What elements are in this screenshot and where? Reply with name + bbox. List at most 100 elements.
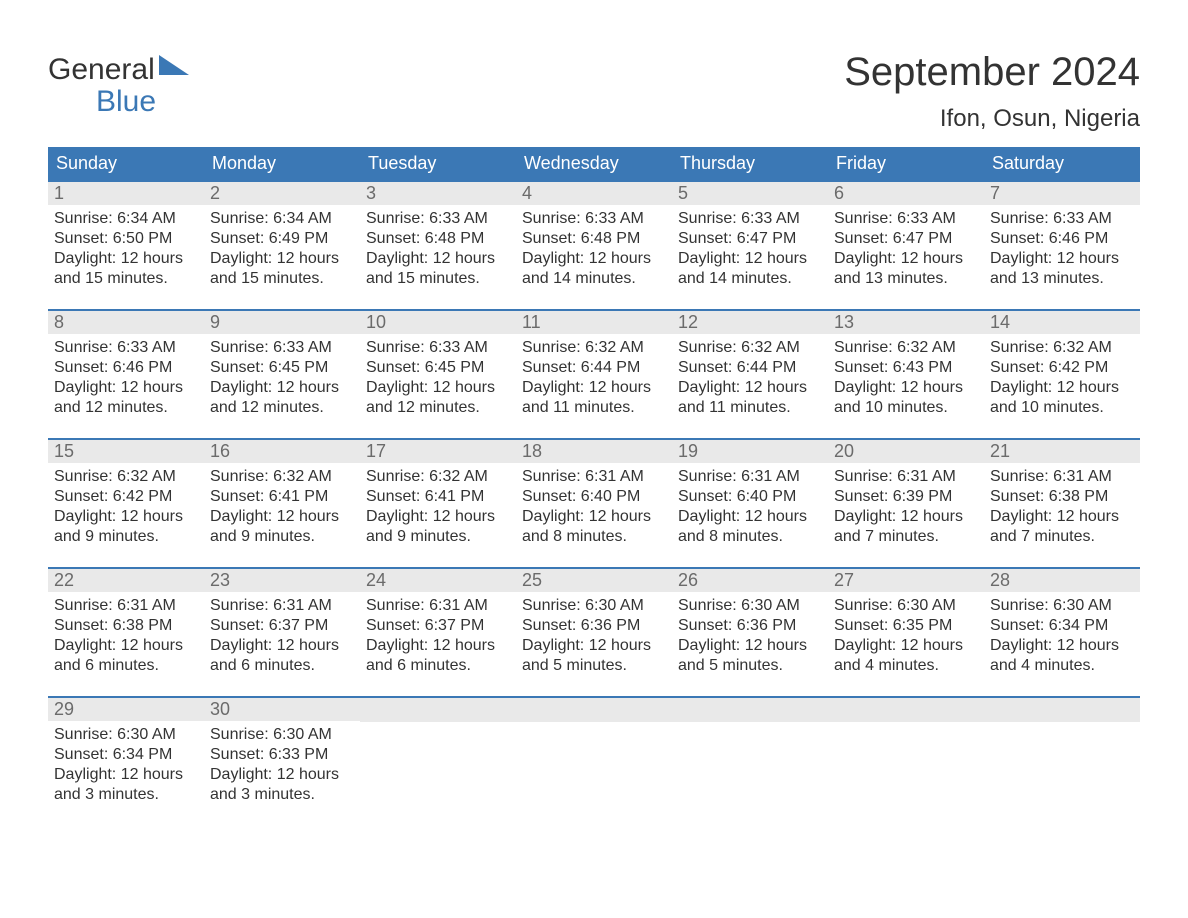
- day-cell: 17Sunrise: 6:32 AMSunset: 6:41 PMDayligh…: [360, 440, 516, 549]
- weekday-header: Sunday: [48, 147, 204, 180]
- sunset-text: Sunset: 6:43 PM: [834, 358, 978, 378]
- day-cell: 11Sunrise: 6:32 AMSunset: 6:44 PMDayligh…: [516, 311, 672, 420]
- day-number: 10: [360, 311, 516, 334]
- daylight-text: Daylight: 12 hours and 5 minutes.: [678, 636, 822, 676]
- day-details: Sunrise: 6:32 AMSunset: 6:41 PMDaylight:…: [360, 463, 516, 549]
- sunset-text: Sunset: 6:47 PM: [678, 229, 822, 249]
- day-number: 23: [204, 569, 360, 592]
- day-details: Sunrise: 6:30 AMSunset: 6:33 PMDaylight:…: [204, 721, 360, 807]
- weekday-header: Wednesday: [516, 147, 672, 180]
- day-cell: 19Sunrise: 6:31 AMSunset: 6:40 PMDayligh…: [672, 440, 828, 549]
- sunset-text: Sunset: 6:34 PM: [990, 616, 1134, 636]
- day-details: Sunrise: 6:31 AMSunset: 6:40 PMDaylight:…: [672, 463, 828, 549]
- day-details: Sunrise: 6:33 AMSunset: 6:47 PMDaylight:…: [672, 205, 828, 291]
- sunset-text: Sunset: 6:39 PM: [834, 487, 978, 507]
- daylight-text: Daylight: 12 hours and 13 minutes.: [834, 249, 978, 289]
- day-details: Sunrise: 6:30 AMSunset: 6:36 PMDaylight:…: [672, 592, 828, 678]
- week-row: 8 Sunrise: 6:33 AMSunset: 6:46 PM Daylight…: [48, 309, 1140, 420]
- day-number: 27: [828, 569, 984, 592]
- daylight-text: Daylight: 12 hours and 6 minutes.: [54, 636, 198, 676]
- day-cell: 5Sunrise: 6:33 AMSunset: 6:47 PMDaylight…: [672, 182, 828, 291]
- sunset-text: Sunset: 6:40 PM: [522, 487, 666, 507]
- day-number: [360, 698, 516, 722]
- day-details: Sunrise: 6:31 AMSunset: 6:38 PMDaylight:…: [48, 592, 204, 678]
- brand-logo: General Blue: [48, 50, 191, 117]
- day-number: 8: [48, 311, 204, 334]
- brand-word-general: General: [48, 54, 155, 86]
- weeks-container: 1Sunrise: 6:34 AMSunset: 6:50 PMDaylight…: [48, 180, 1140, 807]
- day-number: 24: [360, 569, 516, 592]
- day-details: Sunrise: 6:31 AMSunset: 6:37 PMDaylight:…: [204, 592, 360, 678]
- sunset-text: Sunset: 6:41 PM: [210, 487, 354, 507]
- day-number: 29: [48, 698, 204, 721]
- sunrise-text: Sunrise: 6:34 AM: [210, 209, 354, 229]
- sunset-text: Sunset: 6:47 PM: [834, 229, 978, 249]
- day-details: Sunrise: 6:33 AMSunset: 6:45 PMDaylight:…: [204, 334, 360, 420]
- sunset-text: Sunset: 6:49 PM: [210, 229, 354, 249]
- day-cell: 29Sunrise: 6:30 AMSunset: 6:34 PMDayligh…: [48, 698, 204, 807]
- day-number: [828, 698, 984, 722]
- daylight-text: Daylight: 12 hours and 8 minutes.: [522, 507, 666, 547]
- day-cell: 22Sunrise: 6:31 AMSunset: 6:38 PMDayligh…: [48, 569, 204, 678]
- sunrise-text: Sunrise: 6:33 AM: [54, 338, 198, 358]
- day-cell: [828, 698, 984, 807]
- day-details: Sunrise: 6:32 AMSunset: 6:41 PMDaylight:…: [204, 463, 360, 549]
- sunrise-text: Sunrise: 6:32 AM: [54, 467, 198, 487]
- sunrise-text: Sunrise: 6:32 AM: [990, 338, 1134, 358]
- daylight-text: Daylight: 12 hours and 12 minutes.: [366, 378, 510, 418]
- day-number: 14: [984, 311, 1140, 334]
- sunset-text: Sunset: 6:35 PM: [834, 616, 978, 636]
- daylight-text: Daylight: 12 hours and 8 minutes.: [678, 507, 822, 547]
- day-details: Sunrise: 6:33 AMSunset: 6:46 PMDaylight:…: [984, 205, 1140, 291]
- day-details: Sunrise: 6:30 AMSunset: 6:35 PMDaylight:…: [828, 592, 984, 678]
- sunrise-text: Sunrise: 6:33 AM: [834, 209, 978, 229]
- sunset-text: Sunset: 6:37 PM: [366, 616, 510, 636]
- sunset-text: Sunset: 6:40 PM: [678, 487, 822, 507]
- weekday-header: Tuesday: [360, 147, 516, 180]
- day-details: Sunrise: 6:33 AMSunset: 6:45 PMDaylight:…: [360, 334, 516, 420]
- sunset-text: Sunset: 6:36 PM: [522, 616, 666, 636]
- day-number: 9: [204, 311, 360, 334]
- sunset-text: Sunset: 6:46 PM: [54, 358, 198, 378]
- day-cell: [516, 698, 672, 807]
- sunset-text: Sunset: 6:38 PM: [990, 487, 1134, 507]
- day-cell: 7Sunrise: 6:33 AMSunset: 6:46 PMDaylight…: [984, 182, 1140, 291]
- day-number: 25: [516, 569, 672, 592]
- sunset-text: Sunset: 6:36 PM: [678, 616, 822, 636]
- daylight-text: Daylight: 12 hours and 14 minutes.: [678, 249, 822, 289]
- sunset-text: Sunset: 6:45 PM: [210, 358, 354, 378]
- day-cell: 1Sunrise: 6:34 AMSunset: 6:50 PMDaylight…: [48, 182, 204, 291]
- day-cell: 14Sunrise: 6:32 AMSunset: 6:42 PMDayligh…: [984, 311, 1140, 420]
- day-details: Sunrise: 6:31 AMSunset: 6:39 PMDaylight:…: [828, 463, 984, 549]
- weekday-header: Saturday: [984, 147, 1140, 180]
- day-details: Sunrise: 6:31 AMSunset: 6:38 PMDaylight:…: [984, 463, 1140, 549]
- daylight-text: Daylight: 12 hours and 6 minutes.: [366, 636, 510, 676]
- brand-top-row: General: [48, 50, 191, 86]
- day-cell: 9Sunrise: 6:33 AMSunset: 6:45 PMDaylight…: [204, 311, 360, 420]
- daylight-text: Daylight: 12 hours and 5 minutes.: [522, 636, 666, 676]
- daylight-text: Daylight: 12 hours and 11 minutes.: [522, 378, 666, 418]
- day-details: Sunrise: 6:30 AMSunset: 6:34 PMDaylight:…: [984, 592, 1140, 678]
- sunset-text: Sunset: 6:38 PM: [54, 616, 198, 636]
- day-cell: 13Sunrise: 6:32 AMSunset: 6:43 PMDayligh…: [828, 311, 984, 420]
- sunrise-text: Sunrise: 6:31 AM: [990, 467, 1134, 487]
- daylight-text: Daylight: 12 hours and 9 minutes.: [54, 507, 198, 547]
- day-cell: 16Sunrise: 6:32 AMSunset: 6:41 PMDayligh…: [204, 440, 360, 549]
- day-number: [984, 698, 1140, 722]
- day-details: Sunrise: 6:31 AMSunset: 6:37 PMDaylight:…: [360, 592, 516, 678]
- sunrise-text: Sunrise: 6:32 AM: [366, 467, 510, 487]
- page-header: General Blue September 2024 Ifon, Osun, …: [48, 50, 1140, 133]
- sunrise-text: Sunrise: 6:34 AM: [54, 209, 198, 229]
- day-cell: 8Sunrise: 6:33 AMSunset: 6:46 PMDaylight…: [48, 311, 204, 420]
- week-row: 22Sunrise: 6:31 AMSunset: 6:38 PMDayligh…: [48, 567, 1140, 678]
- sunset-text: Sunset: 6:33 PM: [210, 745, 354, 765]
- day-cell: [360, 698, 516, 807]
- sunrise-text: Sunrise: 6:33 AM: [522, 209, 666, 229]
- daylight-text: Daylight: 12 hours and 15 minutes.: [366, 249, 510, 289]
- day-cell: 3Sunrise: 6:33 AMSunset: 6:48 PMDaylight…: [360, 182, 516, 291]
- day-number: 5: [672, 182, 828, 205]
- day-cell: 20Sunrise: 6:31 AMSunset: 6:39 PMDayligh…: [828, 440, 984, 549]
- day-details: Sunrise: 6:32 AMSunset: 6:42 PMDaylight:…: [984, 334, 1140, 420]
- weekday-header: Friday: [828, 147, 984, 180]
- day-cell: 6Sunrise: 6:33 AMSunset: 6:47 PMDaylight…: [828, 182, 984, 291]
